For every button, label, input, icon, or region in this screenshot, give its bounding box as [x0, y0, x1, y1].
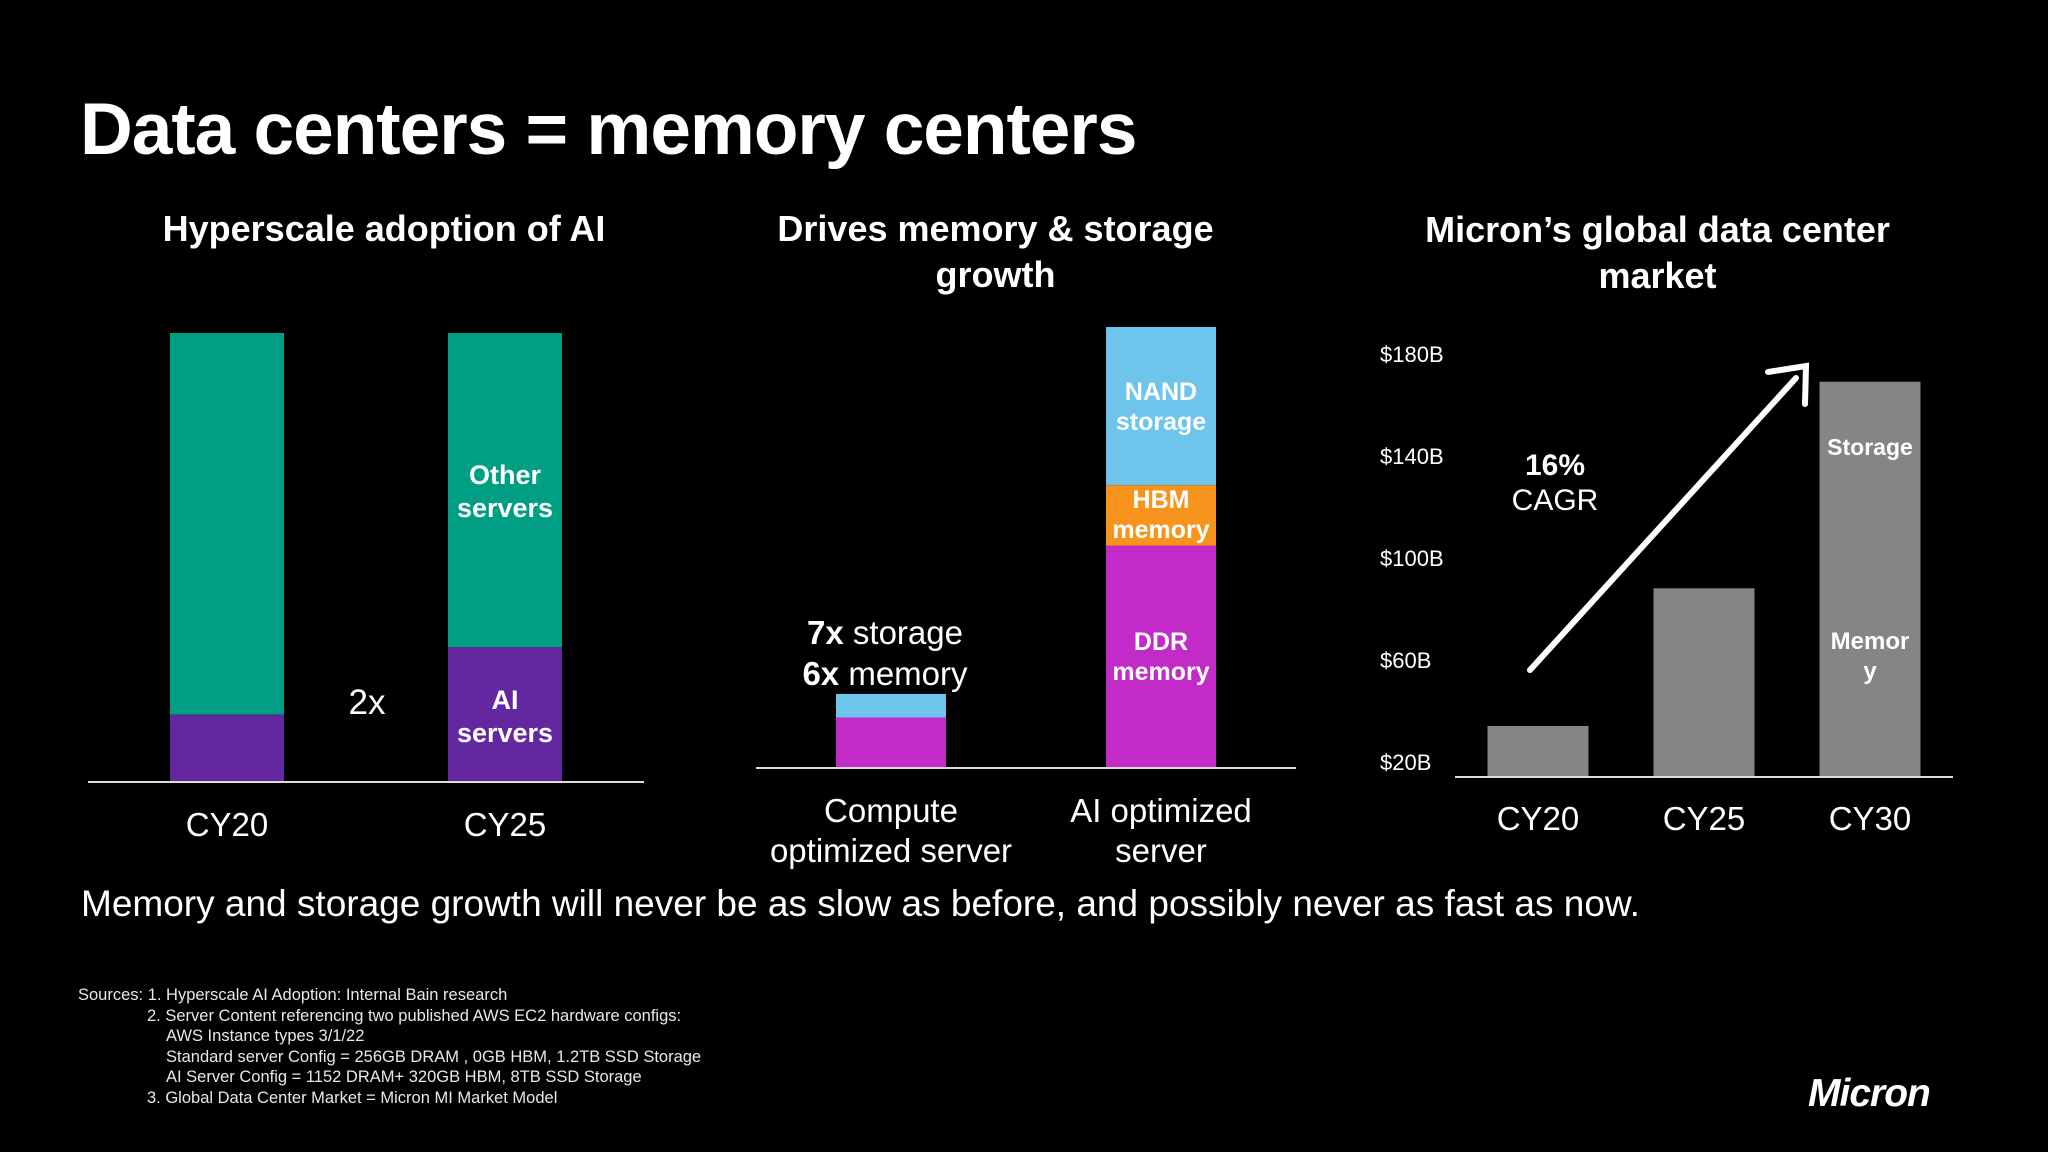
chart2-label-nand: NAND storage [1116, 378, 1206, 436]
chart3-title: Micron’s global data center market [1425, 209, 1890, 296]
chart3-category-cy30: CY30 [1829, 800, 1912, 837]
chart3-label-storage: Storage [1827, 434, 1913, 460]
chart1-category-cy25: CY25 [464, 806, 547, 843]
c2-bar-ddr-memory-0 [836, 717, 946, 768]
c1-bar-ai-servers-0 [170, 714, 284, 782]
chart3-ytick: $180B [1380, 342, 1444, 367]
c3-bar-memory-1 [1653, 588, 1755, 777]
c3-bar-memory-0 [1487, 726, 1589, 777]
chart3-ytick: $140B [1380, 444, 1444, 469]
chart1-category-cy20: CY20 [186, 806, 269, 843]
c1-bar-ai-servers-1 [448, 647, 562, 782]
source-line: AI Server Config = 1152 DRAM+ 320GB HBM,… [166, 1068, 642, 1086]
chart2-annotation-storage: 7x storage [807, 614, 963, 651]
sources-footnote: Sources: 1. Hyperscale AI Adoption: Inte… [78, 985, 701, 1108]
chart3-cagr-label: CAGR [1512, 484, 1599, 517]
chart3-ytick: $100B [1380, 546, 1444, 571]
source-line: Standard server Config = 256GB DRAM , 0G… [166, 1047, 702, 1066]
chart2-category-ai: AI optimized server [1070, 792, 1252, 869]
chart3-growth-arrow [1527, 362, 1810, 673]
c1-bar-other-servers-0 [170, 333, 284, 715]
source-line: Sources: 1. Hyperscale AI Adoption: Inte… [78, 986, 508, 1004]
chart3-category-cy25: CY25 [1663, 800, 1746, 837]
c2-bar-nand-storage-1 [1106, 327, 1216, 486]
takeaway-text: Memory and storage growth will never be … [81, 883, 1640, 924]
chart1-label-other-servers: Other servers [457, 460, 553, 523]
chart3-ytick: $20B [1380, 750, 1431, 775]
chart2-label-ddr: DDR memory [1112, 628, 1209, 686]
page-title: Data centers = memory centers [80, 89, 1137, 170]
source-line: 3. Global Data Center Market = Micron MI… [147, 1088, 558, 1107]
chart1-label-ai-servers: AI servers [457, 685, 553, 748]
chart2-category-compute: Compute optimized server [770, 792, 1012, 869]
c3-bar-memory-2 [1819, 381, 1921, 777]
chart3-label-memory: Memor y [1831, 628, 1910, 685]
source-line: 2. Server Content referencing two publis… [147, 1006, 682, 1025]
chart1-growth-annotation: 2x [349, 683, 386, 722]
source-line: AWS Instance types 3/1/22 [166, 1027, 365, 1045]
chart3-category-cy20: CY20 [1497, 800, 1580, 837]
chart2-label-hbm: HBM memory [1112, 486, 1209, 544]
chart1: CY20 CY25 2x Other servers AI servers [88, 333, 644, 843]
chart3-ytick: $60B [1380, 648, 1431, 673]
chart2: Compute optimized server AI optimized serv… [756, 327, 1296, 869]
c2-bar-ddr-memory-1 [1106, 545, 1216, 768]
chart2-annotation-memory: 6x memory [802, 655, 968, 692]
chart3-cagr-value: 16% [1525, 449, 1585, 482]
chart1-title: Hyperscale adoption of AI [162, 208, 606, 249]
chart2-title: Drives memory & storage growth [777, 208, 1214, 295]
c1-bar-other-servers-1 [448, 333, 562, 648]
c2-bar-hbm-memory-1 [1106, 485, 1216, 546]
chart3: $180B $140B $100B $60B $20B CY20 CY25 CY… [1380, 342, 1953, 837]
micron-logo: Micron [1808, 1072, 1931, 1115]
c2-bar-nand-storage-0 [836, 693, 946, 718]
